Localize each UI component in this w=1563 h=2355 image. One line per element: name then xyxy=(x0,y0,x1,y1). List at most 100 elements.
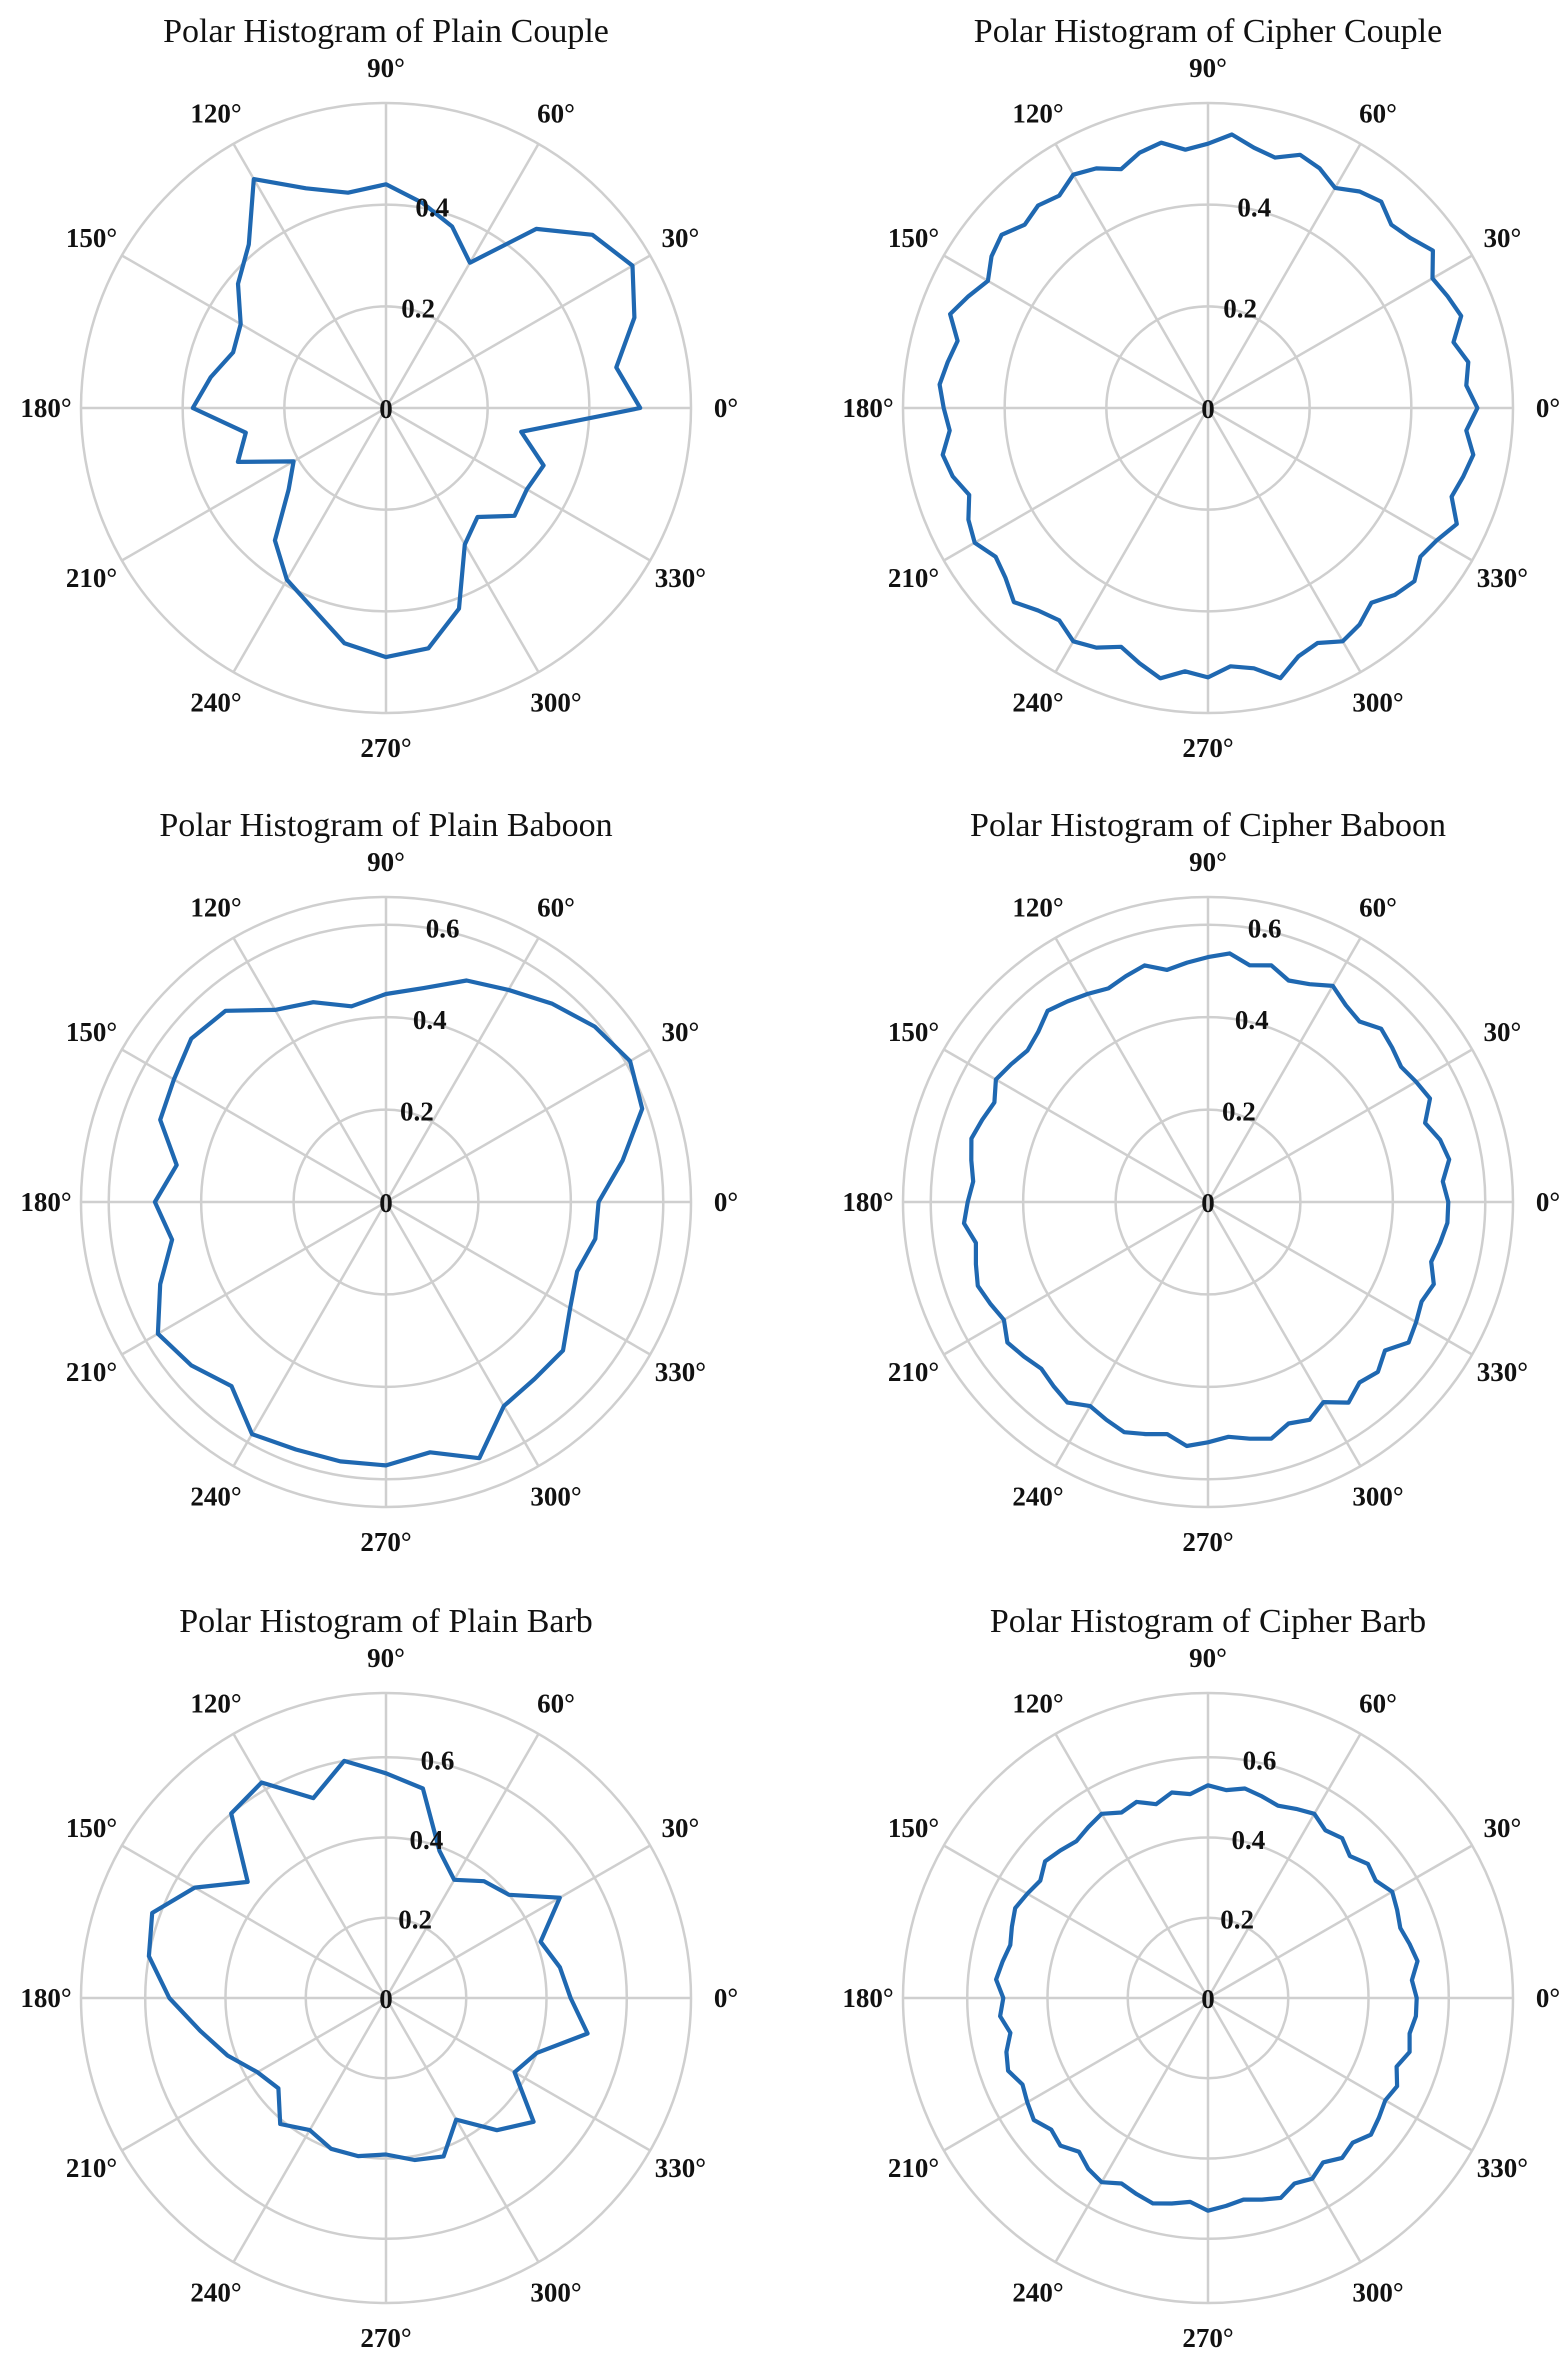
theta-tick-label: 150° xyxy=(888,1017,939,1047)
angular-grid-line xyxy=(385,1844,651,2000)
theta-tick-label: 0° xyxy=(714,393,738,423)
theta-tick-label: 0° xyxy=(714,1983,738,2013)
theta-tick-label: 150° xyxy=(888,1813,939,1843)
angular-grid-line xyxy=(1206,407,1362,673)
r-tick-label: 0 xyxy=(1201,1188,1215,1218)
r-tick-label: 0.2 xyxy=(1220,1905,1254,1935)
theta-tick-label: 30° xyxy=(662,1813,700,1843)
theta-tick-label: 300° xyxy=(530,1481,581,1511)
theta-tick-label: 30° xyxy=(1484,1813,1522,1843)
r-tick-label: 0.2 xyxy=(401,293,435,323)
angular-grid-line xyxy=(1206,143,1362,409)
chart-title: Polar Histogram of Cipher Barb xyxy=(990,1603,1426,1640)
theta-tick-label: 300° xyxy=(530,687,581,717)
theta-tick-label: 210° xyxy=(66,2153,117,2183)
polar-chart-cipher-couple: Polar Histogram of Cipher Couple 0° 30° 60°… xyxy=(842,13,1560,763)
angular-grid-line xyxy=(943,1048,1209,1204)
theta-tick-label: 180° xyxy=(20,1187,71,1217)
angular-grid-line xyxy=(232,407,388,673)
angular-grid-line xyxy=(121,254,387,410)
angular-grid-line xyxy=(121,406,387,562)
angular-grid-line xyxy=(943,1844,1209,2000)
theta-tick-label: 180° xyxy=(842,393,893,423)
theta-tick-label: 210° xyxy=(66,1357,117,1387)
theta-tick-label: 270° xyxy=(360,733,411,763)
theta-tick-label: 240° xyxy=(190,1481,241,1511)
theta-tick-label: 300° xyxy=(530,2277,581,2307)
r-tick-label: 0.4 xyxy=(1237,193,1271,223)
theta-tick-label: 60° xyxy=(537,893,575,923)
angular-grid-line xyxy=(1207,254,1473,410)
theta-tick-label: 0° xyxy=(1536,393,1560,423)
theta-tick-label: 240° xyxy=(1012,687,1063,717)
angular-grid-line xyxy=(1206,937,1362,1203)
angular-grid-line xyxy=(1054,407,1210,673)
angular-grid-line xyxy=(1054,143,1210,409)
r-tick-label: 0.4 xyxy=(1231,1825,1265,1855)
theta-tick-label: 240° xyxy=(190,687,241,717)
r-tick-label: 0 xyxy=(1201,1984,1215,2014)
theta-tick-label: 240° xyxy=(1012,1481,1063,1511)
theta-tick-label: 330° xyxy=(1477,1357,1528,1387)
r-tick-label: 0.6 xyxy=(1243,1746,1277,1776)
theta-tick-label: 90° xyxy=(367,53,405,83)
theta-tick-label: 30° xyxy=(662,223,700,253)
theta-tick-label: 330° xyxy=(1477,563,1528,593)
angular-grid-line xyxy=(1054,1733,1210,1999)
theta-tick-label: 90° xyxy=(367,847,405,877)
angular-grid-line xyxy=(1206,1201,1362,1467)
theta-tick-label: 300° xyxy=(1352,2277,1403,2307)
theta-tick-label: 240° xyxy=(190,2277,241,2307)
theta-tick-label: 150° xyxy=(66,1813,117,1843)
angular-grid-line xyxy=(385,1200,651,1356)
theta-tick-label: 330° xyxy=(655,2153,706,2183)
angular-grid-line xyxy=(1054,937,1210,1203)
polar-chart-plain-baboon: Polar Histogram of Plain Baboon 0° 30° 60° 9… xyxy=(20,807,738,1557)
angular-grid-line xyxy=(384,937,540,1203)
theta-tick-label: 270° xyxy=(1182,2323,1233,2353)
theta-tick-label: 270° xyxy=(1182,1527,1233,1557)
polar-chart-cipher-barb: Polar Histogram of Cipher Barb 0° 30° 60° 90… xyxy=(842,1603,1560,2353)
theta-tick-label: 300° xyxy=(1352,687,1403,717)
angular-grid-line xyxy=(385,254,651,410)
angular-grid-line xyxy=(384,143,540,409)
r-tick-label: 0.6 xyxy=(1248,913,1282,943)
chart-title: Polar Histogram of Cipher Couple xyxy=(974,13,1442,50)
r-tick-label: 0.4 xyxy=(413,1005,447,1035)
angular-grid-line xyxy=(1207,1844,1473,2000)
theta-tick-label: 210° xyxy=(66,563,117,593)
theta-tick-label: 120° xyxy=(190,99,241,129)
theta-tick-label: 240° xyxy=(1012,2277,1063,2307)
r-tick-label: 0.6 xyxy=(426,913,460,943)
histogram-curve xyxy=(146,1758,590,2163)
theta-tick-label: 150° xyxy=(66,1017,117,1047)
angular-grid-line xyxy=(384,1997,540,2263)
theta-tick-label: 330° xyxy=(655,563,706,593)
r-tick-label: 0.6 xyxy=(421,1746,455,1776)
theta-tick-label: 120° xyxy=(1012,1689,1063,1719)
theta-tick-label: 0° xyxy=(714,1187,738,1217)
histogram-curve xyxy=(961,951,1452,1449)
angular-grid-line xyxy=(121,1844,387,2000)
angular-grid-line xyxy=(121,1200,387,1356)
theta-tick-label: 30° xyxy=(1484,223,1522,253)
r-tick-label: 0 xyxy=(379,394,393,424)
theta-tick-label: 120° xyxy=(190,1689,241,1719)
theta-tick-label: 120° xyxy=(1012,893,1063,923)
angular-grid-line xyxy=(1206,1997,1362,2263)
polar-chart-cipher-baboon: Polar Histogram of Cipher Baboon 0° 30° 60°… xyxy=(842,807,1560,1557)
angular-grid-line xyxy=(384,1201,540,1467)
theta-tick-label: 0° xyxy=(1536,1187,1560,1217)
theta-tick-label: 0° xyxy=(1536,1983,1560,2013)
chart-title: Polar Histogram of Plain Barb xyxy=(179,1603,593,1640)
angular-grid-line xyxy=(943,406,1209,562)
theta-tick-label: 90° xyxy=(1189,53,1227,83)
angular-grid-line xyxy=(384,407,540,673)
theta-tick-label: 60° xyxy=(537,99,575,129)
theta-tick-label: 90° xyxy=(1189,1643,1227,1673)
theta-tick-label: 60° xyxy=(537,1689,575,1719)
angular-grid-line xyxy=(1054,1997,1210,2263)
chart-title: Polar Histogram of Plain Baboon xyxy=(159,807,612,844)
theta-tick-label: 210° xyxy=(888,1357,939,1387)
r-tick-label: 0.4 xyxy=(409,1825,443,1855)
